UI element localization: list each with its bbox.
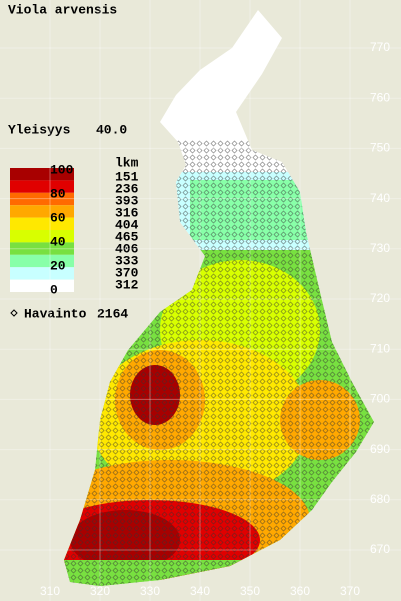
legend-scale-label: 20 (50, 258, 66, 273)
observation-count: 2164 (97, 306, 128, 321)
legend-scale-label: 60 (50, 210, 66, 225)
north-label: 730 (370, 241, 390, 255)
legend-scale-label: 40 (50, 234, 66, 249)
north-label: 750 (370, 141, 390, 155)
north-label: 760 (370, 90, 390, 104)
legend-swatch (10, 230, 74, 243)
east-label: 340 (190, 584, 210, 598)
legend-swatch (10, 192, 74, 206)
east-label: 350 (240, 584, 260, 598)
legend-swatch (10, 279, 74, 292)
legend-count: 151 (115, 169, 139, 184)
east-label: 330 (140, 584, 160, 598)
east-label: 310 (40, 584, 60, 598)
east-label: 370 (340, 584, 360, 598)
observation-label: Havainto (24, 306, 87, 321)
north-label: 740 (370, 191, 390, 205)
legend-count: 465 (115, 229, 139, 244)
legend-swatch (10, 242, 74, 255)
north-label: 770 (370, 40, 390, 54)
north-label: 670 (370, 542, 390, 556)
frequency-label: Yleisyys (8, 122, 71, 137)
legend-swatch (10, 254, 74, 268)
observation-icon (10, 309, 18, 317)
north-label: 690 (370, 442, 390, 456)
legend-count: 236 (115, 181, 139, 196)
legend-count: 393 (115, 193, 139, 208)
legend-count: 316 (115, 205, 139, 220)
legend-scale-label: 80 (50, 186, 66, 201)
north-label: 710 (370, 341, 390, 355)
legend-count: 406 (115, 241, 139, 256)
legend-count: 404 (115, 217, 139, 232)
legend-scale-label: 100 (50, 162, 74, 177)
legend-scale-label: 0 (50, 282, 58, 297)
frequency-value: 40.0 (96, 122, 127, 137)
count-header: lkm (115, 155, 139, 170)
north-label: 700 (370, 392, 390, 406)
title: Viola arvensis (8, 2, 117, 17)
legend-swatch (10, 180, 74, 193)
north-label: 720 (370, 291, 390, 305)
east-label: 320 (90, 584, 110, 598)
legend-count: 312 (115, 277, 139, 292)
legend-swatch (10, 217, 74, 230)
legend-swatch (10, 205, 74, 218)
legend-count: 333 (115, 253, 139, 268)
legend-swatch (10, 168, 74, 181)
legend-count: 370 (115, 265, 139, 280)
north-label: 680 (370, 492, 390, 506)
east-label: 360 (290, 584, 310, 598)
legend-swatch (10, 267, 74, 280)
